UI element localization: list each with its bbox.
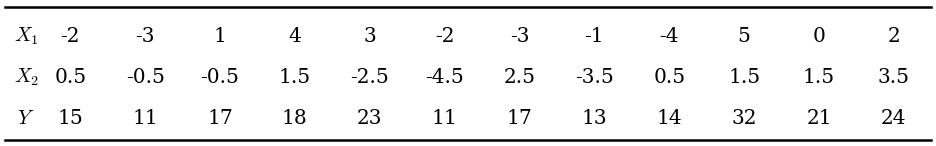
Text: -1: -1: [585, 27, 604, 46]
Text: 21: 21: [806, 109, 832, 128]
Text: -2.5: -2.5: [350, 68, 389, 87]
Text: 0: 0: [812, 27, 826, 46]
Text: 32: 32: [731, 109, 757, 128]
Text: -3: -3: [510, 27, 529, 46]
Text: 1.5: 1.5: [728, 68, 760, 87]
Text: 3: 3: [363, 27, 376, 46]
Text: $X_2$: $X_2$: [14, 67, 38, 88]
Text: 4: 4: [288, 27, 301, 46]
Text: 11: 11: [132, 109, 158, 128]
Text: -0.5: -0.5: [200, 68, 240, 87]
Text: 17: 17: [207, 109, 233, 128]
Text: 18: 18: [282, 109, 308, 128]
Text: -2: -2: [61, 27, 80, 46]
Text: 14: 14: [656, 109, 682, 128]
Text: $X_1$: $X_1$: [14, 26, 38, 47]
Text: 1: 1: [213, 27, 227, 46]
Text: 23: 23: [357, 109, 383, 128]
Text: 0.5: 0.5: [653, 68, 685, 87]
Text: 3.5: 3.5: [878, 68, 910, 87]
Text: -0.5: -0.5: [125, 68, 165, 87]
Text: 24: 24: [881, 109, 907, 128]
Text: 0.5: 0.5: [54, 68, 86, 87]
Text: 1.5: 1.5: [803, 68, 835, 87]
Text: 5: 5: [738, 27, 751, 46]
Text: 13: 13: [581, 109, 607, 128]
Text: -3.5: -3.5: [575, 68, 614, 87]
Text: -2: -2: [435, 27, 454, 46]
Text: -3: -3: [136, 27, 154, 46]
Text: 15: 15: [57, 109, 83, 128]
Text: $Y$: $Y$: [18, 109, 35, 128]
Text: 11: 11: [431, 109, 458, 128]
Text: 1.5: 1.5: [279, 68, 311, 87]
Text: 2: 2: [887, 27, 900, 46]
Text: 17: 17: [506, 109, 533, 128]
Text: -4.5: -4.5: [425, 68, 464, 87]
Text: -4: -4: [660, 27, 679, 46]
Text: 2.5: 2.5: [504, 68, 535, 87]
